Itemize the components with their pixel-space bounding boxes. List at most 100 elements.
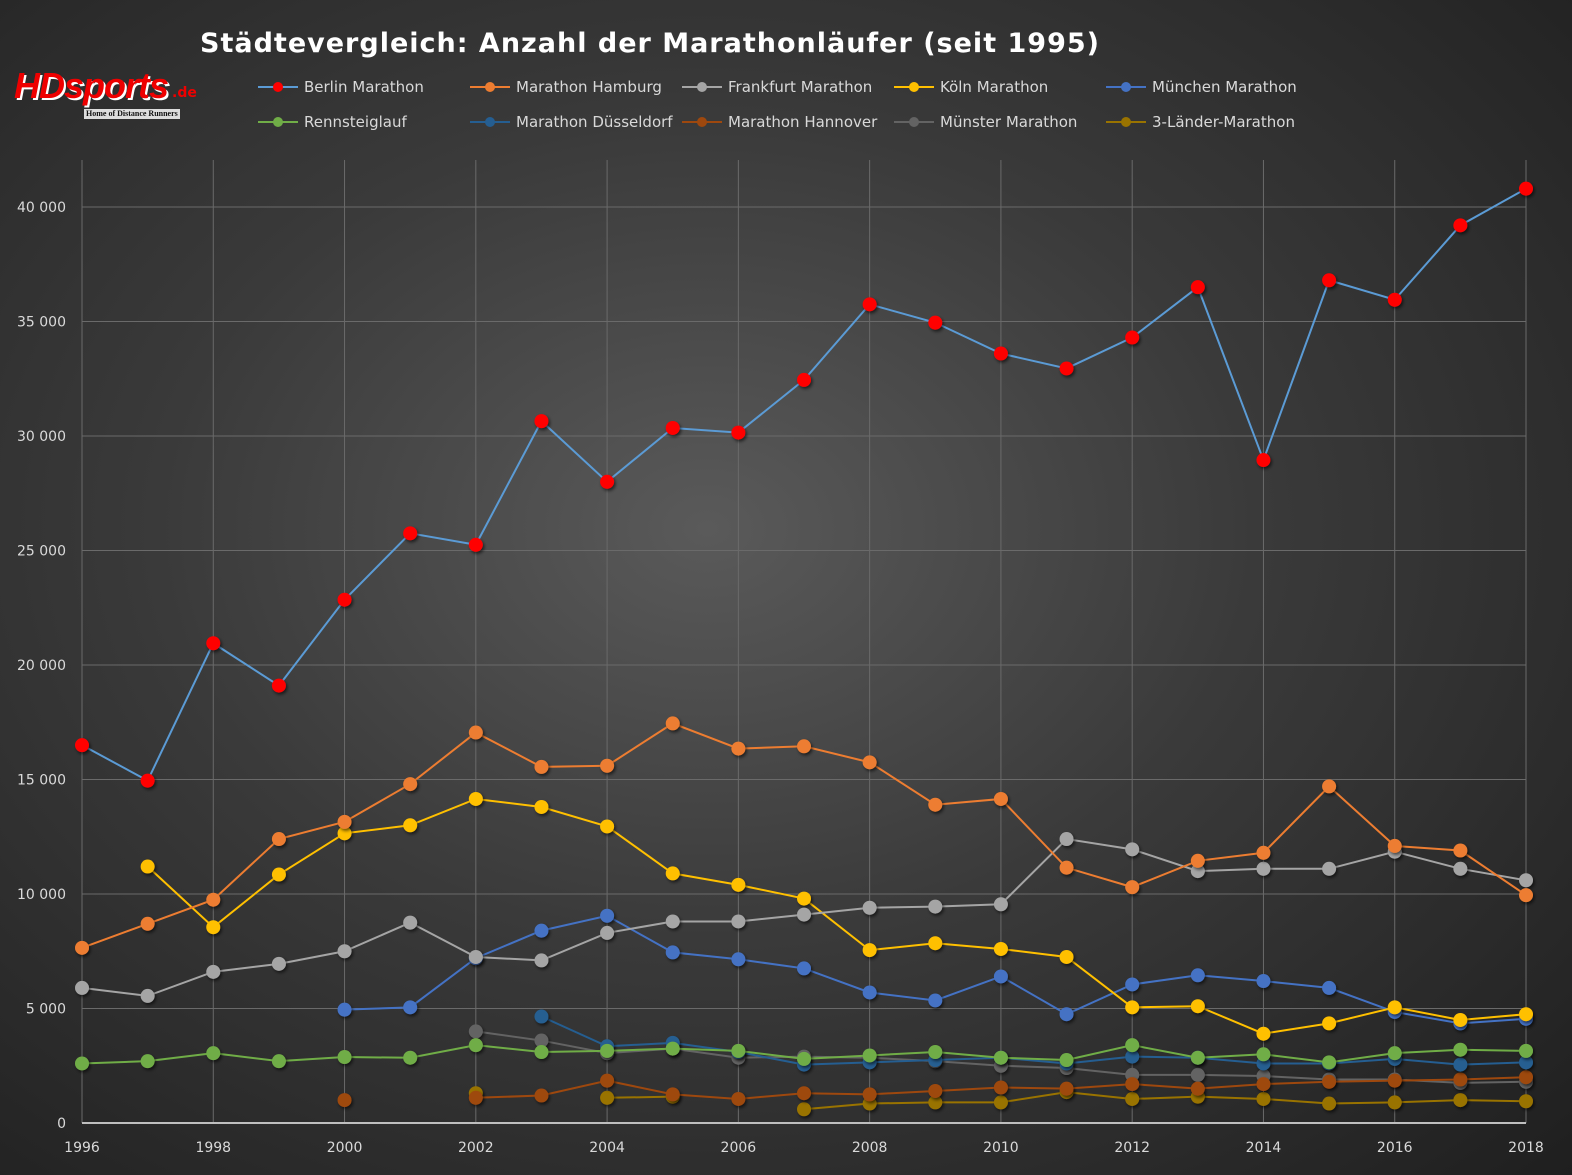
data-point (1190, 1067, 1205, 1082)
data-point (1453, 843, 1468, 858)
legend-marker-icon (1106, 117, 1146, 127)
data-point (1453, 1042, 1468, 1057)
data-point (1453, 1057, 1468, 1072)
series-line (146, 797, 1527, 1035)
data-point (1387, 1073, 1402, 1088)
y-tick-label: 40 000 (17, 200, 66, 216)
data-point (600, 758, 615, 773)
data-point (928, 936, 943, 951)
data-point (928, 315, 943, 330)
legend-item: Berlin Marathon (258, 78, 424, 96)
legend-marker-icon (470, 117, 510, 127)
x-tick-label: 2016 (1377, 1140, 1413, 1156)
data-point (1387, 1046, 1402, 1061)
data-point (337, 826, 352, 841)
data-point (993, 1095, 1008, 1110)
data-point (1519, 1094, 1533, 1109)
data-point (1256, 1026, 1271, 1041)
x-tick-label: 2012 (1114, 1140, 1150, 1156)
data-point (1125, 1049, 1140, 1064)
legend-marker-icon (470, 82, 510, 92)
data-point (928, 899, 943, 914)
data-point (271, 1054, 286, 1069)
data-point (862, 297, 877, 312)
data-point (206, 964, 221, 979)
data-point (1519, 181, 1533, 196)
series-marathon-düsseldorf (534, 1009, 1533, 1072)
data-point (1190, 968, 1205, 983)
data-point (993, 346, 1008, 361)
data-point (206, 1046, 221, 1061)
data-point (1059, 1081, 1074, 1096)
data-point (928, 1083, 943, 1098)
series-line (541, 1015, 1527, 1066)
data-point (1059, 860, 1074, 875)
logo-text: HDsports (14, 65, 169, 106)
legend-label: Köln Marathon (940, 78, 1049, 96)
y-tick-label: 0 (57, 1116, 66, 1132)
data-point (1322, 1074, 1337, 1089)
data-point (271, 678, 286, 693)
data-point (797, 907, 811, 922)
data-point (600, 1073, 615, 1088)
data-point (140, 916, 155, 931)
data-point (1125, 1038, 1140, 1053)
data-point (862, 755, 877, 770)
data-point (731, 741, 746, 756)
legend-item: München Marathon (1106, 78, 1297, 96)
data-point (1256, 1091, 1271, 1106)
legend-label: Marathon Hannover (728, 113, 878, 131)
data-point (600, 925, 615, 940)
data-point (534, 953, 549, 968)
data-point (862, 943, 877, 958)
data-point (1059, 1053, 1074, 1068)
x-tick-label: 2006 (721, 1140, 757, 1156)
x-tick-label: 2000 (327, 1140, 363, 1156)
data-point (862, 1048, 877, 1063)
data-point (1190, 864, 1205, 879)
data-point (534, 923, 549, 938)
data-point (1125, 1000, 1140, 1015)
series-3-länder-marathon (468, 1085, 1533, 1117)
y-tick-label: 20 000 (17, 658, 66, 674)
data-point (468, 1038, 483, 1053)
data-point (600, 908, 615, 923)
data-point (993, 1050, 1008, 1065)
data-point (731, 952, 746, 967)
data-point (928, 1045, 943, 1060)
data-point (1125, 1091, 1140, 1106)
data-point (534, 414, 549, 429)
legend-item: Frankfurt Marathon (682, 78, 872, 96)
data-point (1190, 999, 1205, 1014)
y-tick-label: 30 000 (17, 429, 66, 445)
legend-item: Rennsteiglauf (258, 113, 407, 131)
data-point (403, 1050, 418, 1065)
data-point (1322, 1055, 1337, 1070)
legend-marker-icon (894, 117, 934, 127)
data-point (1387, 838, 1402, 853)
x-tick-label: 2004 (589, 1140, 625, 1156)
data-point (403, 1000, 418, 1015)
data-point (206, 636, 221, 651)
data-point (1059, 832, 1074, 847)
data-point (468, 725, 483, 740)
x-tick-label: 1998 (195, 1140, 231, 1156)
chart-title: Städtevergleich: Anzahl der Marathonläuf… (200, 28, 1100, 59)
x-tick-label: 2014 (1246, 1140, 1282, 1156)
data-point (993, 941, 1008, 956)
data-point (665, 716, 680, 731)
data-point (1519, 1055, 1533, 1070)
data-point (1059, 361, 1074, 376)
data-point (862, 900, 877, 915)
data-point (1125, 330, 1140, 345)
data-point (600, 1043, 615, 1058)
data-point (403, 777, 418, 792)
data-point (1059, 1007, 1074, 1022)
data-point (1387, 1095, 1402, 1110)
legend-marker-icon (682, 82, 722, 92)
legend-label: Marathon Düsseldorf (516, 113, 673, 131)
data-point (731, 914, 746, 929)
data-point (1322, 1016, 1337, 1031)
legend-marker-icon (258, 82, 298, 92)
data-point (403, 818, 418, 833)
